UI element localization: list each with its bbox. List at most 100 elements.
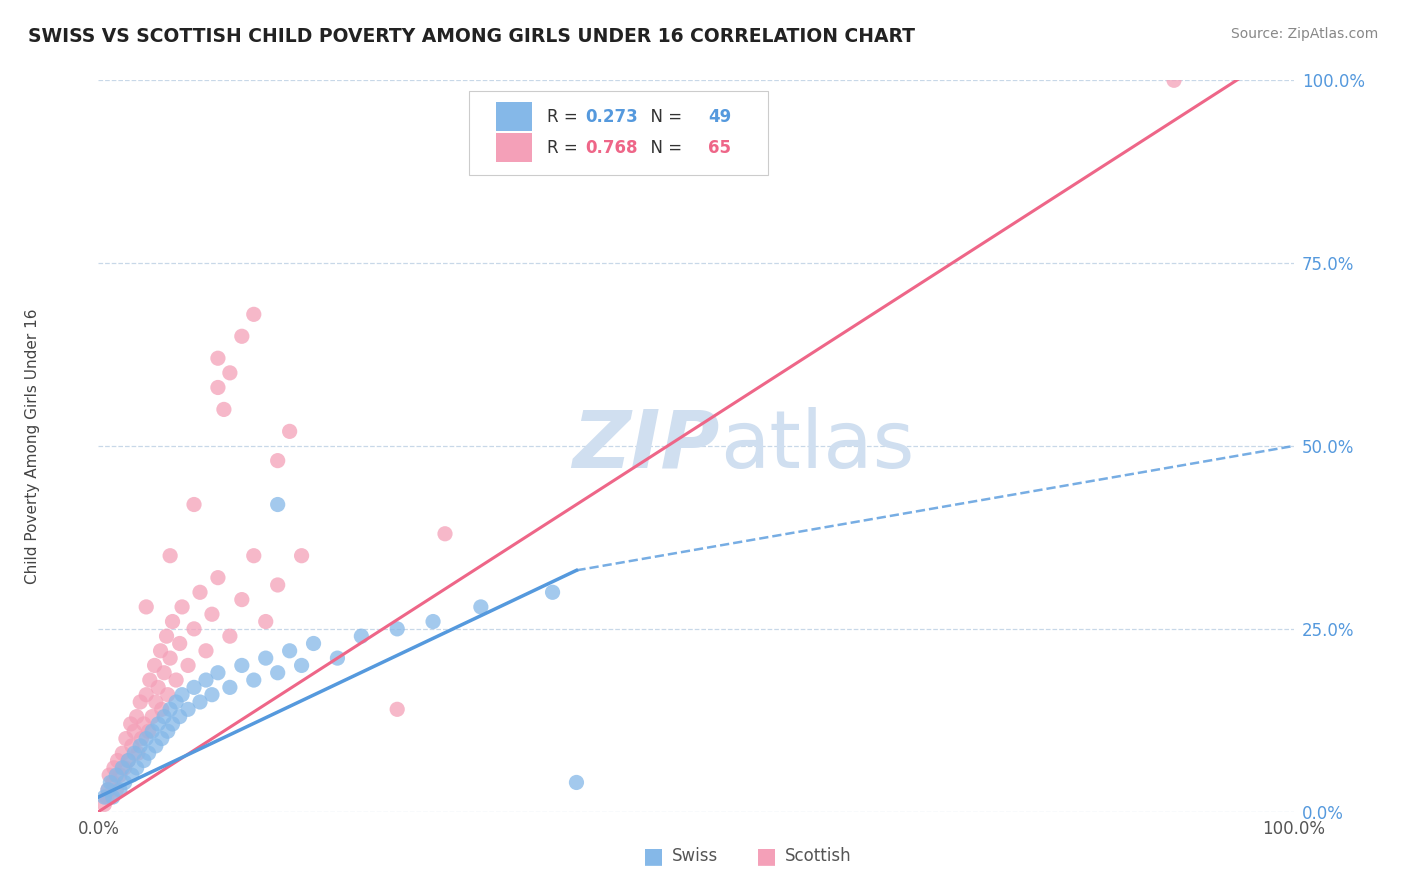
Point — [243, 549, 266, 563]
Text: 65: 65 — [709, 138, 731, 157]
Point — [177, 658, 200, 673]
Point — [141, 709, 163, 723]
Point — [114, 775, 136, 789]
Point — [207, 571, 229, 585]
Text: N =: N = — [640, 138, 688, 157]
Point — [231, 658, 253, 673]
Point — [108, 768, 131, 782]
Point — [159, 702, 181, 716]
Point — [117, 754, 139, 768]
Point — [111, 746, 134, 760]
Point — [156, 724, 179, 739]
Point — [231, 329, 253, 343]
Point — [201, 607, 224, 622]
Text: atlas: atlas — [720, 407, 914, 485]
Point — [169, 636, 191, 650]
Text: 49: 49 — [709, 108, 731, 126]
Point — [254, 615, 277, 629]
Text: R =: R = — [547, 138, 582, 157]
Point — [470, 599, 492, 614]
Point — [125, 709, 148, 723]
Point — [541, 585, 564, 599]
Point — [159, 651, 181, 665]
Text: ■: ■ — [756, 847, 776, 866]
Point — [434, 526, 457, 541]
Point — [350, 629, 373, 643]
Point — [114, 761, 136, 775]
Point — [267, 665, 290, 680]
Point — [115, 731, 138, 746]
Point — [120, 717, 142, 731]
Point — [422, 615, 444, 629]
Point — [172, 688, 194, 702]
Point — [267, 453, 290, 467]
Point — [385, 622, 409, 636]
Point — [131, 731, 153, 746]
Point — [138, 724, 160, 739]
Point — [162, 717, 184, 731]
Point — [243, 673, 266, 687]
Point — [153, 665, 176, 680]
Point — [129, 739, 152, 753]
Text: Scottish: Scottish — [785, 847, 851, 865]
Point — [207, 380, 229, 394]
Point — [183, 498, 205, 512]
Point — [385, 702, 409, 716]
Point — [97, 782, 120, 797]
Point — [125, 761, 148, 775]
Point — [101, 790, 124, 805]
Point — [183, 622, 205, 636]
Point — [291, 658, 314, 673]
Point — [278, 425, 301, 439]
Point — [107, 754, 129, 768]
Point — [165, 695, 187, 709]
Point — [111, 761, 134, 775]
Text: R =: R = — [547, 108, 582, 126]
Point — [201, 688, 224, 702]
Point — [139, 673, 162, 687]
Point — [93, 790, 115, 805]
Point — [1163, 73, 1185, 87]
Point — [267, 498, 290, 512]
Point — [135, 599, 157, 614]
Point — [243, 307, 266, 321]
Point — [98, 775, 122, 789]
Point — [219, 681, 242, 695]
Point — [101, 775, 124, 789]
Point — [155, 629, 177, 643]
Point — [127, 746, 149, 760]
Point — [183, 681, 205, 695]
Text: 0.273: 0.273 — [585, 108, 637, 126]
Point — [117, 754, 139, 768]
Point — [177, 702, 200, 716]
Point — [108, 782, 131, 797]
Point — [135, 688, 157, 702]
Text: Source: ZipAtlas.com: Source: ZipAtlas.com — [1230, 27, 1378, 41]
Point — [156, 688, 179, 702]
Point — [162, 615, 184, 629]
Point — [207, 665, 229, 680]
Point — [267, 578, 290, 592]
FancyBboxPatch shape — [470, 91, 768, 176]
Point — [195, 644, 218, 658]
Point — [254, 651, 277, 665]
Point — [188, 695, 211, 709]
Point — [326, 651, 349, 665]
Point — [105, 768, 128, 782]
Point — [165, 673, 187, 687]
Point — [129, 695, 152, 709]
Point — [291, 549, 314, 563]
Point — [93, 797, 115, 812]
Text: ZIP: ZIP — [572, 407, 720, 485]
Text: Child Poverty Among Girls Under 16: Child Poverty Among Girls Under 16 — [25, 309, 41, 583]
Point — [219, 366, 242, 380]
Point — [172, 599, 194, 614]
FancyBboxPatch shape — [496, 133, 533, 162]
Point — [565, 775, 588, 789]
Point — [141, 724, 163, 739]
Point — [121, 739, 143, 753]
Point — [148, 717, 170, 731]
Point — [143, 658, 166, 673]
Point — [219, 629, 242, 643]
Point — [188, 585, 211, 599]
